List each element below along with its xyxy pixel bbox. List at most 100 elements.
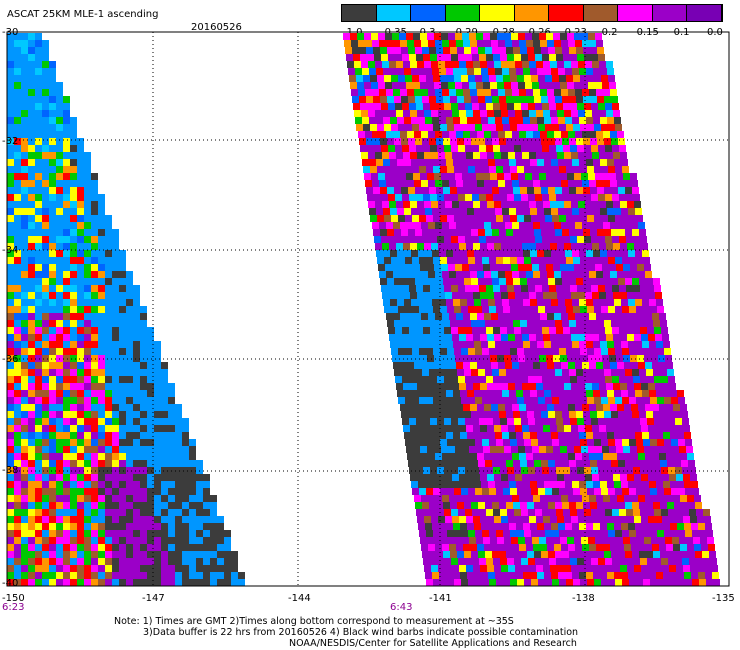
swath-cell [420, 33, 427, 40]
swath-cell [507, 418, 514, 425]
swath-cell [14, 432, 21, 439]
swath-cell [500, 509, 507, 516]
swath-cell [147, 383, 154, 390]
swath-cell [633, 418, 640, 425]
swath-cell [514, 418, 521, 425]
swath-cell [465, 418, 472, 425]
swath-cell [662, 383, 669, 390]
swath-cell [570, 376, 577, 383]
swath-cell [7, 250, 14, 257]
swath-cell [492, 369, 499, 376]
swath-cell [14, 61, 21, 68]
swath-cell [63, 152, 70, 159]
swath-cell [28, 509, 35, 516]
swath-cell [63, 124, 70, 131]
swath-cell [645, 271, 652, 278]
swath-cell [140, 572, 147, 579]
swath-cell [182, 523, 189, 530]
swath-cell [556, 236, 563, 243]
swath-cell [472, 236, 479, 243]
lat-label: -38 [2, 465, 19, 476]
swath-cell [647, 467, 654, 474]
swath-cell [663, 390, 670, 397]
swath-cell [442, 89, 449, 96]
swath-cell [471, 229, 478, 236]
swath-cell [21, 551, 28, 558]
swath-cell [547, 453, 554, 460]
swath-cell [373, 187, 380, 194]
swath-cell [443, 47, 450, 54]
swath-cell [533, 404, 540, 411]
swath-cell [28, 110, 35, 117]
swath-cell [484, 453, 491, 460]
swath-cell [410, 61, 417, 68]
swath-cell [105, 327, 112, 334]
swath-cell [14, 481, 21, 488]
swath-cell [56, 180, 63, 187]
swath-cell [530, 432, 537, 439]
swath-cell [606, 110, 613, 117]
swath-cell [456, 404, 463, 411]
swath-cell [126, 453, 133, 460]
swath-cell [505, 453, 512, 460]
swath-cell [487, 425, 494, 432]
swath-cell [563, 285, 570, 292]
swath-cell [14, 537, 21, 544]
swath-cell [126, 404, 133, 411]
swath-cell [175, 453, 182, 460]
swath-cell [474, 572, 481, 579]
swath-cell [384, 166, 391, 173]
swath-cell [420, 264, 427, 271]
swath-cell [531, 306, 538, 313]
swath-cell [415, 502, 422, 509]
swath-cell [634, 516, 641, 523]
swath-cell [558, 68, 565, 75]
swath-cell [475, 257, 482, 264]
swath-cell [528, 327, 535, 334]
swath-cell [407, 131, 414, 138]
swath-cell [147, 418, 154, 425]
swath-cell [562, 278, 569, 285]
swath-cell [56, 334, 63, 341]
swath-cell [609, 264, 616, 271]
swath-cell [463, 544, 470, 551]
swath-cell [505, 495, 512, 502]
swath-cell [578, 516, 585, 523]
swath-cell [168, 537, 175, 544]
swath-cell [28, 299, 35, 306]
swath-cell [460, 572, 467, 579]
swath-cell [556, 558, 563, 565]
swath-cell [379, 180, 386, 187]
colorbar-swatch [652, 5, 688, 21]
swath-cell [21, 516, 28, 523]
swath-cell [112, 383, 119, 390]
swath-cell [70, 481, 77, 488]
swath-cell [105, 299, 112, 306]
swath-cell [610, 89, 617, 96]
swath-cell [648, 383, 655, 390]
swath-cell [530, 68, 537, 75]
swath-cell [580, 579, 587, 586]
swath-cell [493, 285, 500, 292]
swath-cell [478, 187, 485, 194]
swath-cell [35, 327, 42, 334]
swath-cell [506, 278, 513, 285]
swath-cell [628, 208, 635, 215]
swath-cell [119, 495, 126, 502]
swath-cell [373, 138, 380, 145]
swath-cell [417, 201, 424, 208]
swath-cell [478, 320, 485, 327]
swath-cell [681, 502, 688, 509]
swath-cell [49, 544, 56, 551]
swath-cell [628, 432, 635, 439]
swath-cell [359, 138, 366, 145]
swath-cell [608, 348, 615, 355]
swath-cell [458, 327, 465, 334]
swath-cell [517, 166, 524, 173]
swath-cell [398, 257, 405, 264]
swath-cell [508, 243, 515, 250]
swath-cell [189, 544, 196, 551]
swath-cell [400, 313, 407, 320]
swath-cell [506, 411, 513, 418]
swath-cell [639, 278, 646, 285]
